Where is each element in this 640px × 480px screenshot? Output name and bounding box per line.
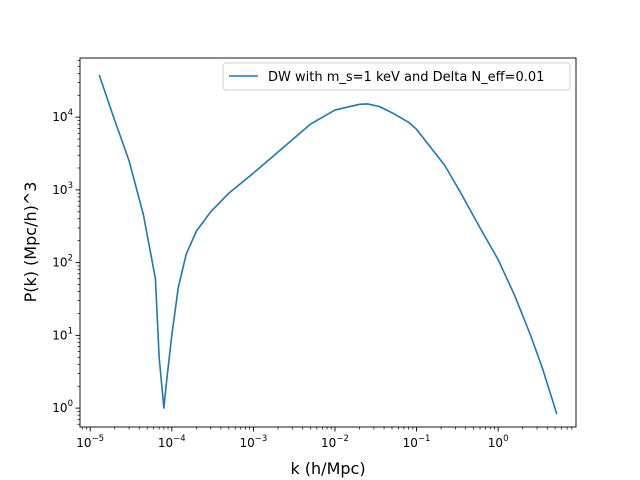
y-tick-label: 102 — [52, 254, 73, 270]
legend: DW with m_s=1 keV and Delta N_eff=0.01 — [222, 62, 571, 91]
y-axis-label: P(k) (Mpc/h)^3 — [21, 182, 40, 303]
y-tick-label: 100 — [52, 399, 73, 415]
plot-frame — [79, 57, 577, 428]
x-tick-label: 10−4 — [158, 434, 186, 450]
x-axis-label: k (h/Mpc) — [290, 459, 365, 478]
series-line — [98, 74, 558, 415]
x-tick-label: 10−1 — [403, 434, 431, 450]
x-tick-label: 100 — [488, 434, 509, 450]
legend-label: DW with m_s=1 keV and Delta N_eff=0.01 — [268, 70, 544, 85]
x-tick-label: 10−3 — [239, 434, 267, 450]
legend-box — [222, 62, 571, 91]
x-tick-label: 10−2 — [321, 434, 349, 450]
y-tick-label: 104 — [52, 108, 73, 124]
x-tick-label: 10−5 — [76, 434, 104, 450]
y-tick-label: 103 — [52, 181, 73, 197]
y-tick-label: 101 — [52, 326, 73, 342]
axis-ticks: 10−5 10−4 10−3 10−2 10−1 100 100 101 102 103 104 — [52, 60, 573, 450]
